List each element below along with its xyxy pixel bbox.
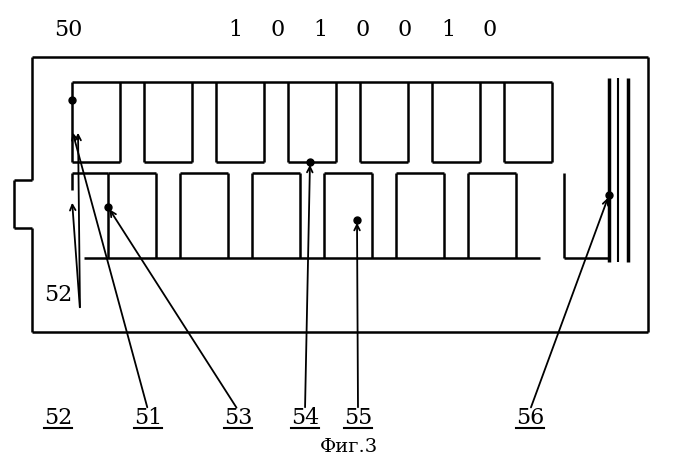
Text: 51: 51 [134, 407, 162, 429]
Text: 0: 0 [398, 19, 412, 41]
Text: 50: 50 [54, 19, 82, 41]
Text: 55: 55 [344, 407, 372, 429]
Text: 1: 1 [441, 19, 455, 41]
Text: 0: 0 [483, 19, 497, 41]
Text: 0: 0 [356, 19, 370, 41]
Text: 0: 0 [271, 19, 285, 41]
Text: Фиг.3: Фиг.3 [320, 438, 378, 456]
Text: 56: 56 [516, 407, 544, 429]
Text: 1: 1 [228, 19, 242, 41]
Text: 1: 1 [313, 19, 327, 41]
Text: 54: 54 [291, 407, 319, 429]
Text: 52: 52 [44, 407, 72, 429]
Text: 52: 52 [44, 284, 72, 306]
Text: 53: 53 [224, 407, 252, 429]
